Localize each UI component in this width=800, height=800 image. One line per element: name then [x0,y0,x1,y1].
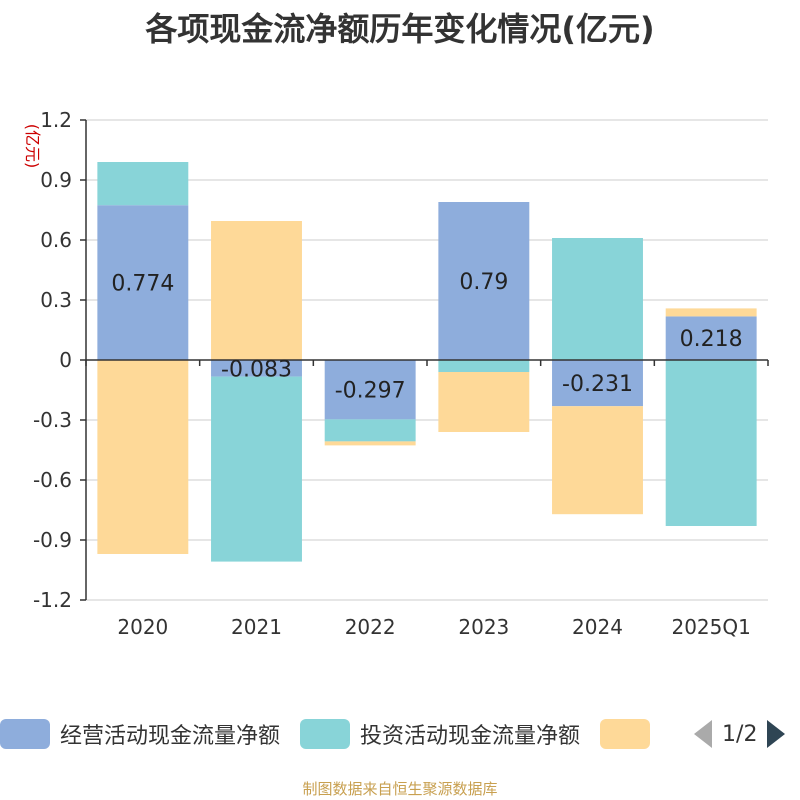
bar-2024-series-1 [552,238,643,360]
legend: 经营活动现金流量净额 投资活动现金流量净额 1/2 [0,716,786,752]
bar-2025Q1-series-2 [665,308,757,317]
bar-2024-series-0 [552,360,643,407]
bar-2025Q1-series-0 [665,316,757,360]
legend-item-third[interactable] [600,719,660,749]
bar-2020-series-0 [97,205,189,360]
bar-2022-series-1 [324,419,416,442]
y-tick-label: 0 [59,348,72,372]
legend-item-operating[interactable]: 经营活动现金流量净额 [0,718,280,750]
x-tick-label: 2024 [572,615,623,639]
legend-page-indicator: 1/2 [722,721,758,747]
source-note: 制图数据来自恒生聚源数据库 [302,780,498,798]
bar-2021-series-2 [211,221,302,360]
bars [97,162,757,562]
bar-2022-series-0 [324,360,416,420]
legend-pager: 1/2 [694,720,786,748]
y-tick-label: -0.6 [33,468,72,492]
y-tick-label: 0.9 [40,168,72,192]
y-tick-label: 0.3 [40,288,72,312]
y-tick-label: 1.2 [40,108,72,132]
y-tick-label: -1.2 [33,588,72,612]
x-tick-label: 2023 [458,615,509,639]
legend-label-investing: 投资活动现金流量净额 [360,724,581,749]
bar-2023-series-1 [438,360,530,372]
y-axis-title: (亿元) [23,124,42,169]
chart-canvas: 1.2 0.9 0.6 0.3 0 -0.3 -0.6 -0.9 -1.2 2020 2021 202… [23,108,769,639]
bar-2020-series-2 [97,360,189,554]
axes: 1.2 0.9 0.6 0.3 0 -0.3 -0.6 -0.9 -1.2 2020 2021 202… [33,108,769,639]
bar-2021-series-0 [211,360,302,377]
grid-lines [86,119,768,601]
legend-swatch-operating [0,719,50,749]
x-tick-label: 2020 [117,615,168,639]
legend-next-icon[interactable] [767,720,786,748]
chart-title: 各项现金流净额历年变化情况(亿元) [145,10,655,48]
legend-prev-icon[interactable] [694,720,713,748]
bar-2022-series-2 [324,441,416,446]
bar-2023-series-2 [438,372,530,432]
x-tick-label: 2021 [231,615,282,639]
y-tick-label: -0.9 [33,528,72,552]
data-label-2024: -0.231 [562,372,633,397]
data-label-2022: -0.297 [335,379,406,404]
bar-2024-series-2 [552,406,643,515]
data-label-2021: -0.083 [221,357,292,382]
x-tick-label: 2025Q1 [671,615,750,639]
legend-item-investing[interactable]: 投资活动现金流量净额 [300,718,580,750]
bar-2021-series-1 [211,376,302,562]
data-labels: 0.774 -0.083 -0.297 0.79 -0.231 0.218 [111,270,742,404]
data-label-2025Q1: 0.218 [680,327,743,352]
y-tick-label: -0.3 [33,408,72,432]
y-tick-label: 0.6 [40,228,72,252]
bar-2025Q1-series-1 [665,360,757,526]
bar-2023-series-0 [438,202,530,360]
x-tick-label: 2022 [345,615,396,639]
legend-label-operating: 经营活动现金流量净额 [60,724,281,749]
legend-swatch-third [600,719,651,749]
data-label-2023: 0.79 [459,270,508,295]
legend-swatch-investing [300,719,351,749]
data-label-2020: 0.774 [111,272,174,297]
bar-2020-series-1 [97,162,189,206]
